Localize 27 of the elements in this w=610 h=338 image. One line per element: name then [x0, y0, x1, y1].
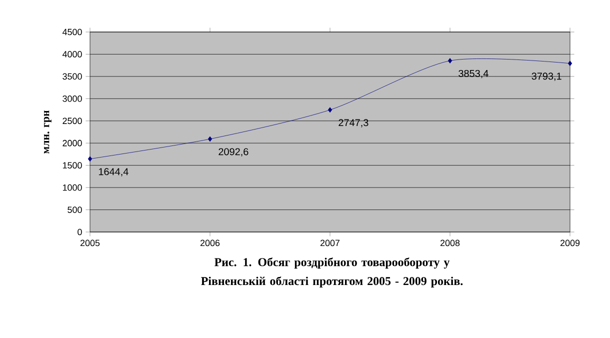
- point: [208, 136, 212, 142]
- data-label: 3793,1: [532, 72, 562, 81]
- x-tick-label: 2008: [440, 240, 460, 246]
- y-axis-title: млн. грн: [44, 110, 52, 154]
- data-label: 2747,3: [338, 119, 368, 128]
- y-tick-label: 0: [78, 228, 82, 236]
- y-tick-label: 1000: [62, 184, 82, 191]
- y-tick-label: 500: [68, 206, 82, 213]
- point: [328, 107, 332, 113]
- y-tick-label: 2000: [62, 140, 82, 146]
- x-tick-label: 2007: [320, 240, 340, 246]
- data-label: 1644,4: [98, 168, 128, 176]
- point: [568, 60, 572, 66]
- x-tick-label: 2006: [200, 240, 220, 246]
- point: [448, 58, 452, 64]
- y-tick-label: 3000: [62, 95, 82, 102]
- y-tick-label: 3500: [62, 73, 82, 80]
- x-tick-label: 2005: [80, 240, 100, 246]
- x-tick-label: 2009: [560, 240, 580, 246]
- y-tick-label: 1500: [62, 162, 82, 169]
- data-label: 3853,4: [458, 70, 488, 78]
- y-tick-label: 2500: [62, 118, 82, 124]
- point: [88, 156, 92, 162]
- data-label: 2092,6: [218, 148, 248, 156]
- y-tick-label: 4000: [62, 51, 82, 58]
- text: Рис. 1. Обсяг роздрібного товарообороту у Рівненській області протягом 2005 - 2009 років.: [201, 258, 463, 288]
- y-tick-label: 4500: [62, 28, 82, 36]
